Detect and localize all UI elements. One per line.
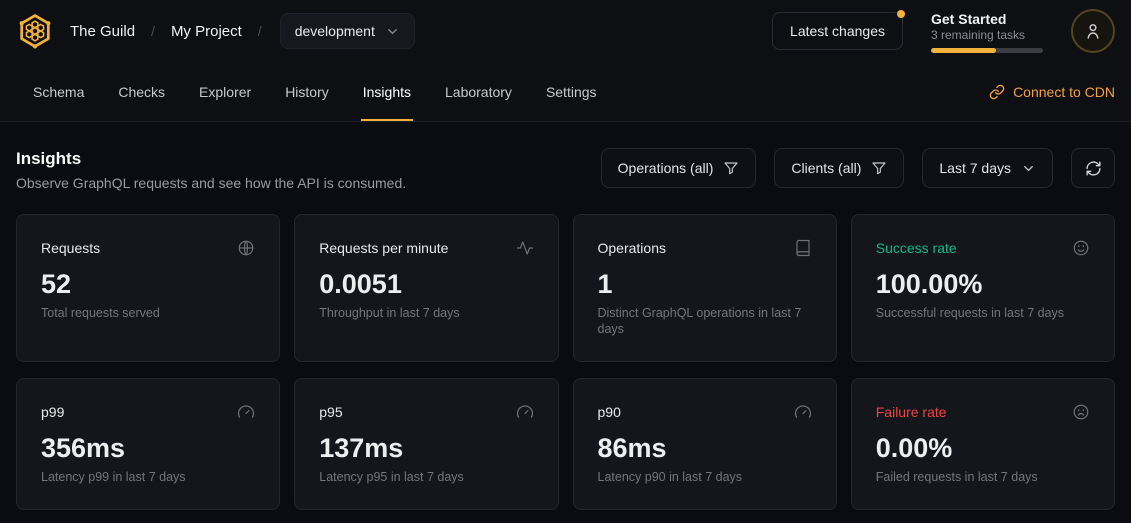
breadcrumb-separator: / — [257, 23, 262, 39]
nav-tab-label: Checks — [118, 83, 166, 100]
user-icon — [1083, 21, 1103, 41]
connect-to-cdn-label: Connect to CDN — [1013, 83, 1115, 100]
get-started-title: Get Started — [931, 10, 1007, 27]
smile-icon — [1072, 239, 1090, 257]
stat-card: Requests per minute 0.0051 Throughput in… — [294, 214, 559, 362]
stat-card: p90 86ms Latency p90 in last 7 days — [572, 378, 837, 510]
get-started-widget[interactable]: Get Started 3 remaining tasks — [931, 10, 1043, 53]
stat-card: Success rate 100.00% Successful requests… — [850, 214, 1115, 362]
stat-card: Operations 1 Distinct GraphQL operations… — [572, 214, 837, 362]
stat-card-title: Operations — [597, 240, 666, 256]
app-header: The Guild / My Project / development Lat… — [0, 0, 1131, 62]
stat-card-value: 0.00% — [875, 433, 953, 463]
gauge-icon — [237, 403, 255, 421]
main-nav: Schema Checks Explorer History Insights Labor… — [0, 62, 1131, 122]
breadcrumb-org[interactable]: The Guild — [70, 22, 136, 40]
page-subtitle: Observe GraphQL requests and see how the… — [16, 175, 407, 191]
nav-tab-schema[interactable]: Schema — [16, 62, 101, 121]
refresh-button[interactable] — [1071, 148, 1115, 188]
stat-card-description: Distinct GraphQL operations in last 7 da… — [597, 306, 802, 336]
latest-changes-button[interactable]: Latest changes — [772, 10, 905, 50]
operations-filter-label: Operations (all) — [617, 160, 714, 176]
insights-page: Insights Observe GraphQL requests and se… — [0, 122, 1131, 523]
stat-card-description: Latency p90 in last 7 days — [597, 470, 743, 484]
stat-card-title: Requests — [41, 240, 101, 256]
nav-tab-insights[interactable]: Insights — [346, 62, 428, 121]
stat-card-value: 52 — [41, 269, 72, 299]
stat-card-title: Requests per minute — [319, 240, 449, 256]
stat-card: p99 356ms Latency p99 in last 7 days — [16, 378, 281, 510]
nav-tab-label: Insights — [362, 83, 411, 100]
stat-card-value: 0.0051 — [319, 269, 402, 299]
stat-card-description: Latency p99 in last 7 days — [41, 470, 186, 484]
stat-card-value: 86ms — [597, 433, 667, 463]
stat-card-title: Failure rate — [875, 404, 947, 420]
nav-tab-settings[interactable]: Settings — [529, 62, 614, 121]
gauge-icon — [516, 403, 534, 421]
period-filter-button[interactable]: Last 7 days — [922, 148, 1053, 188]
refresh-icon — [1085, 160, 1102, 177]
nav-tab-label: Explorer — [199, 83, 252, 100]
nav-tabs: Schema Checks Explorer History Insights Labor… — [16, 62, 614, 121]
latest-changes-label: Latest changes — [790, 23, 885, 39]
user-avatar[interactable] — [1071, 9, 1115, 53]
operations-filter-button[interactable]: Operations (all) — [600, 148, 757, 188]
nav-tab-laboratory[interactable]: Laboratory — [428, 62, 529, 121]
clients-filter-label: Clients (all) — [791, 160, 862, 176]
notification-dot — [897, 10, 905, 18]
connect-to-cdn-link[interactable]: Connect to CDN — [989, 62, 1115, 121]
activity-icon — [516, 239, 534, 257]
get-started-progress-track — [931, 47, 1043, 53]
filter-funnel-icon — [723, 160, 739, 176]
stat-card: Failure rate 0.00% Failed requests in la… — [850, 378, 1115, 510]
stat-card-description: Failed requests in last 7 days — [875, 470, 1038, 484]
book-icon — [794, 239, 812, 257]
get-started-progress-fill — [931, 47, 996, 53]
clients-filter-button[interactable]: Clients (all) — [774, 148, 905, 188]
chevron-down-icon — [385, 24, 400, 39]
stat-card-title: p99 — [41, 404, 65, 420]
nav-tab-explorer[interactable]: Explorer — [182, 62, 268, 121]
stat-card-description: Successful requests in last 7 days — [875, 306, 1065, 320]
stat-card-value: 1 — [597, 269, 613, 299]
stat-card-description: Latency p95 in last 7 days — [319, 470, 464, 484]
stat-card-title: Success rate — [875, 240, 957, 256]
target-selector-value: development — [294, 23, 375, 39]
frown-icon — [1072, 403, 1090, 421]
stat-card-description: Total requests served — [41, 306, 160, 320]
stat-card-title: p95 — [319, 404, 343, 420]
link-icon — [989, 84, 1005, 100]
globe-icon — [237, 239, 255, 257]
stat-card-value: 100.00% — [875, 269, 983, 299]
nav-tab-label: Laboratory — [445, 83, 512, 100]
nav-tab-history[interactable]: History — [268, 62, 346, 121]
filter-funnel-icon — [871, 160, 887, 176]
nav-tab-checks[interactable]: Checks — [101, 62, 182, 121]
breadcrumb-project[interactable]: My Project — [170, 22, 242, 40]
gauge-icon — [794, 403, 812, 421]
stat-card: p95 137ms Latency p95 in last 7 days — [294, 378, 559, 510]
chevron-down-icon — [1021, 161, 1036, 176]
get-started-subtitle: 3 remaining tasks — [931, 27, 1026, 42]
nav-tab-label: Settings — [545, 83, 597, 100]
period-filter-label: Last 7 days — [939, 160, 1011, 176]
stats-grid: Requests 52 Total requests served Reques… — [16, 214, 1115, 510]
filters-bar: Operations (all) Clients (all) Last 7 da… — [600, 148, 1115, 188]
nav-tab-label: Schema — [33, 83, 85, 100]
stat-card-value: 137ms — [319, 433, 404, 463]
nav-tab-label: History — [285, 83, 329, 100]
breadcrumb-separator: / — [151, 23, 155, 39]
hive-logo-icon[interactable] — [16, 12, 54, 50]
page-title: Insights — [16, 149, 82, 168]
stat-card-description: Throughput in last 7 days — [319, 306, 460, 320]
stat-card-title: p90 — [597, 404, 621, 420]
target-selector[interactable]: development — [279, 13, 415, 49]
stat-card: Requests 52 Total requests served — [16, 214, 281, 362]
stat-card-value: 356ms — [41, 433, 126, 463]
